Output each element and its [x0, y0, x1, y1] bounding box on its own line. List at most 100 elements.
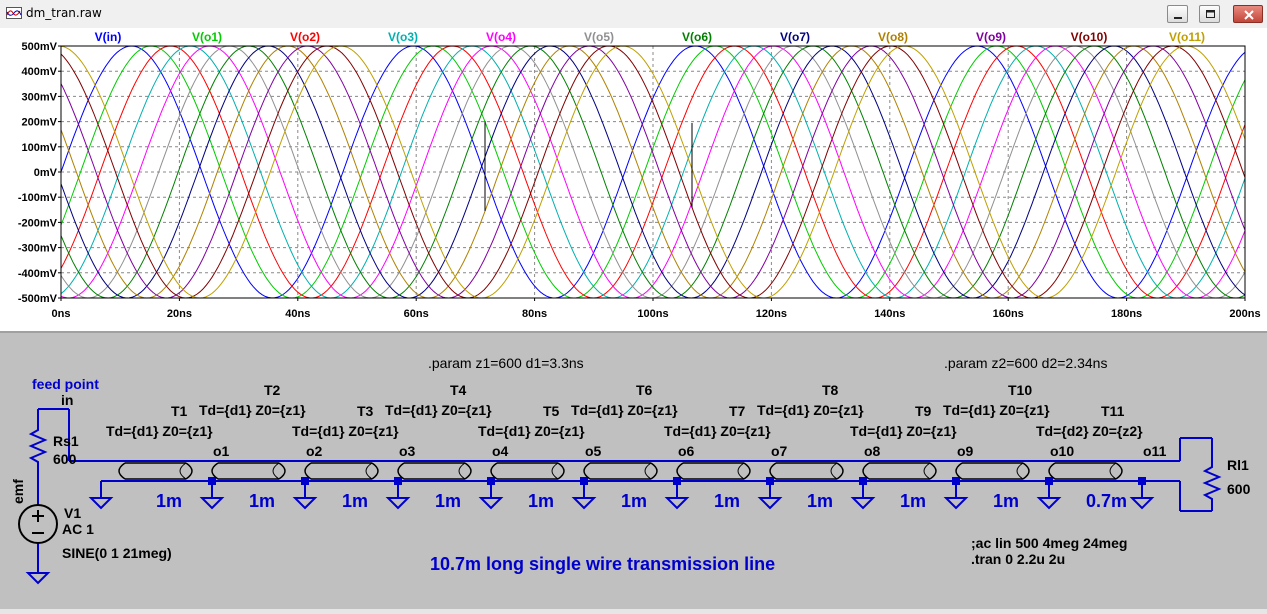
- ground-icon: [199, 497, 225, 510]
- tline-name[interactable]: T7: [729, 403, 746, 419]
- tline-params[interactable]: Td={d1} Z0={z1}: [571, 402, 678, 418]
- tline-params[interactable]: Td={d1} Z0={z1}: [106, 423, 213, 439]
- tline-params[interactable]: Td={d1} Z0={z1}: [664, 423, 771, 439]
- trace-vo1: [60, 45, 1246, 299]
- legend-entry[interactable]: V(o10): [1071, 30, 1108, 44]
- feed-point-label: feed point: [32, 376, 99, 392]
- window-title-bar: dm_tran.raw: [0, 0, 1267, 29]
- rs1-name[interactable]: Rs1: [53, 433, 79, 449]
- net-label-node: o1: [213, 443, 230, 459]
- x-tick-label: 200ns: [1229, 308, 1260, 320]
- tline-length: 1m: [900, 491, 927, 511]
- tline-length: 1m: [249, 491, 276, 511]
- waveform-plot-pane[interactable]: V(in) V(o1) V(o2) V(o3) V(o4) V(o5) V(o6) V(o7)…: [0, 28, 1267, 333]
- legend-entry[interactable]: V(o4): [486, 30, 516, 44]
- param-directive-1[interactable]: .param z1=600 d1=3.3ns: [428, 355, 584, 371]
- legend-entry[interactable]: V(o5): [584, 30, 614, 44]
- plot-legend[interactable]: V(in) V(o1) V(o2) V(o3) V(o4) V(o5) V(o6) V(o7)…: [95, 30, 1205, 44]
- minimize-icon: [1174, 17, 1182, 19]
- ground-icon: [943, 497, 969, 510]
- tline-name[interactable]: T6: [636, 382, 653, 398]
- tline-params[interactable]: Td={d1} Z0={z1}: [850, 423, 957, 439]
- close-button[interactable]: [1233, 5, 1263, 23]
- legend-entry[interactable]: V(o3): [388, 30, 418, 44]
- tline-name[interactable]: T11: [1101, 403, 1125, 419]
- legend-entry[interactable]: V(o2): [290, 30, 320, 44]
- y-tick-label: -400mV: [18, 268, 58, 280]
- tline-name[interactable]: T8: [822, 382, 839, 398]
- ground-icon: [478, 497, 504, 510]
- v1-sine-value[interactable]: SINE(0 1 21meg): [62, 545, 172, 561]
- node-junction: [859, 477, 867, 485]
- restore-button[interactable]: [1199, 5, 1220, 23]
- net-label-node: o11: [1143, 443, 1167, 459]
- tline-name[interactable]: T5: [543, 403, 560, 419]
- rs1-value[interactable]: 600: [53, 451, 77, 467]
- tline-params[interactable]: Td={d1} Z0={z1}: [757, 402, 864, 418]
- ground-icon: [571, 497, 597, 510]
- tline-name[interactable]: T9: [915, 403, 932, 419]
- legend-entry[interactable]: V(o11): [1169, 30, 1205, 44]
- v1-name[interactable]: V1: [64, 505, 82, 521]
- y-tick-label: 0mV: [34, 167, 58, 179]
- ground-icon: [385, 497, 411, 510]
- param-directive-2[interactable]: .param z2=600 d2=2.34ns: [944, 355, 1108, 371]
- x-tick-label: 60ns: [404, 308, 429, 320]
- schematic-caption[interactable]: 10.7m long single wire transmission line: [430, 554, 776, 574]
- legend-entry[interactable]: V(o7): [780, 30, 810, 44]
- net-label-node: o6: [678, 443, 695, 459]
- waveform-chart[interactable]: V(in) V(o1) V(o2) V(o3) V(o4) V(o5) V(o6) V(o7)…: [0, 28, 1267, 331]
- net-label-node: o7: [771, 443, 788, 459]
- tline-length: 1m: [342, 491, 369, 511]
- schematic-pane[interactable]: .param z1=600 d1=3.3ns .param z2=600 d2=…: [0, 333, 1267, 609]
- minimize-button[interactable]: [1167, 5, 1188, 23]
- net-label-in: in: [61, 392, 74, 408]
- y-tick-label: 200mV: [22, 117, 58, 129]
- rl1-name[interactable]: Rl1: [1227, 457, 1249, 473]
- y-tick-label: 400mV: [22, 66, 58, 78]
- tline-params[interactable]: Td={d1} Z0={z1}: [943, 402, 1050, 418]
- node-junction: [1045, 477, 1053, 485]
- x-tick-label: 180ns: [1111, 308, 1142, 320]
- node-junction: [766, 477, 774, 485]
- tline-length: 0.7m: [1086, 491, 1128, 511]
- node-junction: [580, 477, 588, 485]
- y-tick-label: -500mV: [18, 293, 58, 305]
- ac-directive[interactable]: ;ac lin 500 4meg 24meg: [971, 535, 1128, 551]
- x-axis-ticks: 0ns 20ns 40ns 60ns 80ns 100ns 120ns 140ns 160ns 1…: [52, 298, 1261, 320]
- y-tick-label: 300mV: [22, 91, 58, 103]
- node-junction: [208, 477, 216, 485]
- trace-vin: [60, 45, 1246, 299]
- tline-name[interactable]: T1: [171, 403, 188, 419]
- tran-directive[interactable]: .tran 0 2.2u 2u: [971, 551, 1066, 567]
- x-tick-label: 40ns: [285, 308, 310, 320]
- v1-ac-value[interactable]: AC 1: [62, 521, 94, 537]
- ground-icon: [757, 497, 783, 510]
- y-tick-label: 100mV: [22, 142, 58, 154]
- net-label-node: o10: [1050, 443, 1075, 459]
- legend-entry[interactable]: V(in): [95, 30, 122, 44]
- ground-icon: [1036, 497, 1062, 510]
- net-label-node: o2: [306, 443, 323, 459]
- x-tick-label: 100ns: [637, 308, 668, 320]
- tline-params[interactable]: Td={d2} Z0={z2}: [1036, 423, 1143, 439]
- window-title: dm_tran.raw: [26, 6, 102, 20]
- tline-name[interactable]: T4: [450, 382, 467, 398]
- legend-entry[interactable]: V(o1): [192, 30, 222, 44]
- trace-vo10: [60, 45, 1246, 299]
- net-label-node: o3: [399, 443, 416, 459]
- legend-entry[interactable]: V(o6): [682, 30, 712, 44]
- tline-params[interactable]: Td={d1} Z0={z1}: [199, 402, 306, 418]
- tline-params[interactable]: Td={d1} Z0={z1}: [292, 423, 399, 439]
- tline-name[interactable]: T10: [1008, 382, 1033, 398]
- legend-entry[interactable]: V(o9): [976, 30, 1006, 44]
- tline-params[interactable]: Td={d1} Z0={z1}: [385, 402, 492, 418]
- tline-name[interactable]: T3: [357, 403, 374, 419]
- tline-params[interactable]: Td={d1} Z0={z1}: [478, 423, 585, 439]
- x-tick-label: 80ns: [522, 308, 547, 320]
- voltage-source-symbol: [18, 504, 58, 544]
- legend-entry[interactable]: V(o8): [878, 30, 908, 44]
- tline-name[interactable]: T2: [264, 382, 281, 398]
- rl1-value[interactable]: 600: [1227, 481, 1251, 497]
- tline-length: 1m: [435, 491, 462, 511]
